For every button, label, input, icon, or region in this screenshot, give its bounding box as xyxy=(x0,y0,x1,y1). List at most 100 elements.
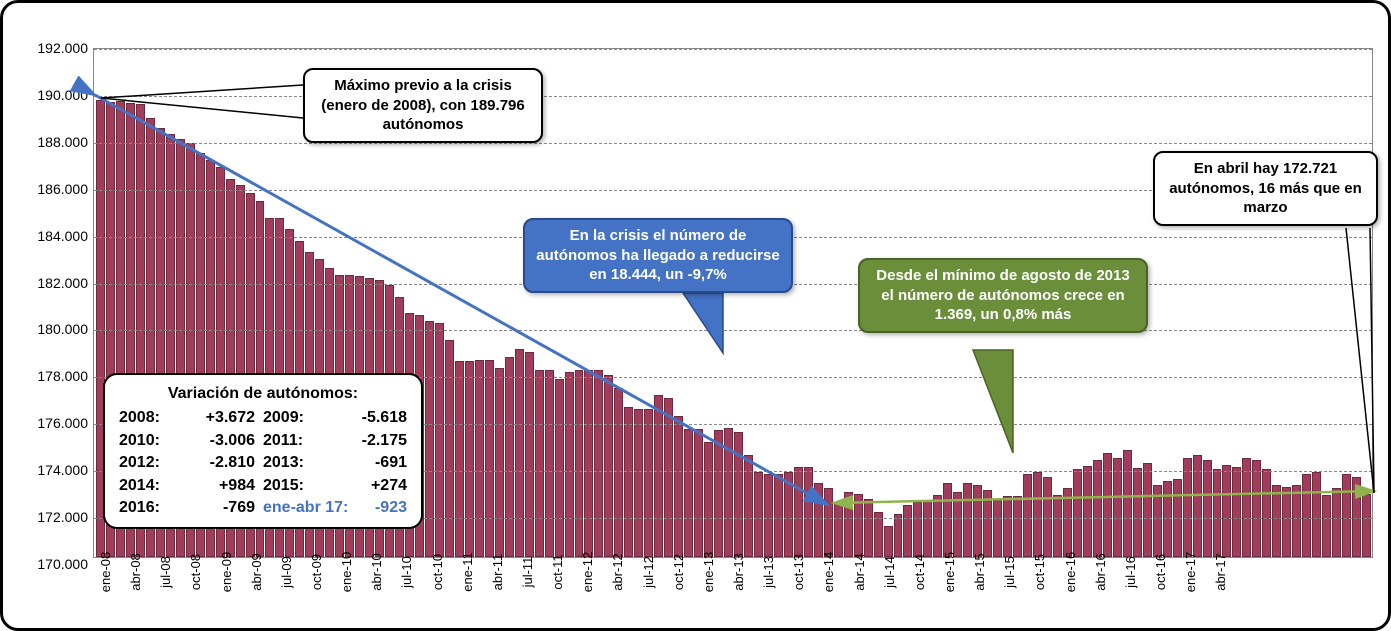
xtick: ene-11 xyxy=(460,552,475,592)
ytick: 174.000 xyxy=(13,462,88,478)
bar xyxy=(654,395,663,557)
xtick: abr-16 xyxy=(1093,553,1108,591)
xtick: jul-08 xyxy=(158,556,173,588)
bar xyxy=(1262,469,1271,557)
bar xyxy=(983,490,992,557)
xtick: oct-09 xyxy=(309,554,324,590)
xtick: jul-10 xyxy=(399,556,414,588)
bar xyxy=(923,501,932,557)
xtick: abr-10 xyxy=(369,553,384,591)
bar xyxy=(1063,488,1072,557)
bar xyxy=(455,361,464,557)
bar xyxy=(804,467,813,557)
xtick: abr-11 xyxy=(490,554,505,591)
bar xyxy=(1322,495,1331,557)
bar xyxy=(973,485,982,557)
bar xyxy=(604,375,613,557)
bar xyxy=(1342,474,1351,557)
bar xyxy=(844,492,853,557)
bar xyxy=(814,483,823,557)
xtick: jul-09 xyxy=(279,556,294,588)
ytick: 176.000 xyxy=(13,415,88,431)
bar xyxy=(1073,469,1082,557)
xtick: ene-09 xyxy=(219,552,234,592)
bar xyxy=(1013,496,1022,557)
bar xyxy=(1153,485,1162,557)
xtick: abr-09 xyxy=(249,553,264,591)
bar xyxy=(1183,458,1192,557)
xtick: jul-16 xyxy=(1123,556,1138,588)
ytick: 184.000 xyxy=(13,228,88,244)
bar xyxy=(1232,467,1241,557)
bar xyxy=(565,372,574,557)
bar xyxy=(714,430,723,557)
xtick: oct-11 xyxy=(550,554,565,589)
bar xyxy=(774,474,783,557)
bar xyxy=(754,472,763,557)
bar xyxy=(1242,458,1251,557)
chart-container: 170.000172.000174.000176.000178.000180.0… xyxy=(0,0,1391,631)
xtick: ene-15 xyxy=(942,552,957,592)
bar xyxy=(465,361,474,557)
bar xyxy=(614,388,623,557)
ytick: 186.000 xyxy=(13,181,88,197)
bar xyxy=(555,379,564,557)
bar xyxy=(1083,466,1092,557)
variation-box: Variación de autónomos: 2008: +3.6722009… xyxy=(103,373,423,529)
bar xyxy=(1103,453,1112,557)
bar xyxy=(594,370,603,557)
bar xyxy=(495,368,504,557)
bar xyxy=(445,340,454,557)
callout-crisis: En la crisis el número de autónomos ha l… xyxy=(523,218,793,293)
bar xyxy=(1133,468,1142,557)
bar xyxy=(624,407,633,557)
bar xyxy=(1362,494,1371,557)
bar xyxy=(1003,496,1012,557)
xtick: abr-08 xyxy=(128,553,143,591)
bar xyxy=(684,429,693,557)
bar xyxy=(953,492,962,557)
bar xyxy=(575,370,584,557)
xtick: abr-15 xyxy=(972,553,987,591)
bar xyxy=(525,352,534,558)
bar xyxy=(1213,469,1222,557)
bar xyxy=(913,502,922,557)
bar xyxy=(674,416,683,557)
callout-max-precrisis: Máximo previo a la crisis (enero de 2008… xyxy=(303,68,543,143)
xtick: oct-08 xyxy=(188,554,203,590)
variation-title: Variación de autónomos: xyxy=(119,383,407,405)
xtick: oct-10 xyxy=(430,554,445,590)
bar xyxy=(634,409,643,557)
bar xyxy=(1053,495,1062,557)
bar xyxy=(435,323,444,557)
bar xyxy=(834,504,843,557)
xtick: ene-13 xyxy=(701,552,716,592)
xtick: ene-10 xyxy=(339,552,354,592)
ytick: 188.000 xyxy=(13,134,88,150)
xtick: ene-12 xyxy=(580,552,595,592)
bar xyxy=(505,357,514,557)
callout-abril: En abril hay 172.721 autónomos, 16 más q… xyxy=(1153,151,1378,226)
bar xyxy=(943,483,952,557)
callout-desde-min: Desde el mínimo de agosto de 2013 el núm… xyxy=(858,258,1148,333)
bar xyxy=(1252,460,1261,557)
ytick: 180.000 xyxy=(13,321,88,337)
bar xyxy=(545,370,554,557)
bar xyxy=(933,495,942,557)
bar xyxy=(535,370,544,557)
bar xyxy=(903,505,912,557)
bar xyxy=(1302,474,1311,557)
bar xyxy=(515,349,524,557)
bar xyxy=(884,526,893,557)
bar xyxy=(1033,472,1042,557)
xtick: jul-15 xyxy=(1002,556,1017,588)
xtick: ene-16 xyxy=(1063,552,1078,592)
xtick: ene-14 xyxy=(821,552,836,592)
bar xyxy=(1143,463,1152,557)
bar xyxy=(664,398,673,557)
ytick: 182.000 xyxy=(13,275,88,291)
xtick: oct-13 xyxy=(791,554,806,590)
bar xyxy=(993,500,1002,557)
bar xyxy=(1222,465,1231,557)
xtick: oct-12 xyxy=(671,554,686,590)
